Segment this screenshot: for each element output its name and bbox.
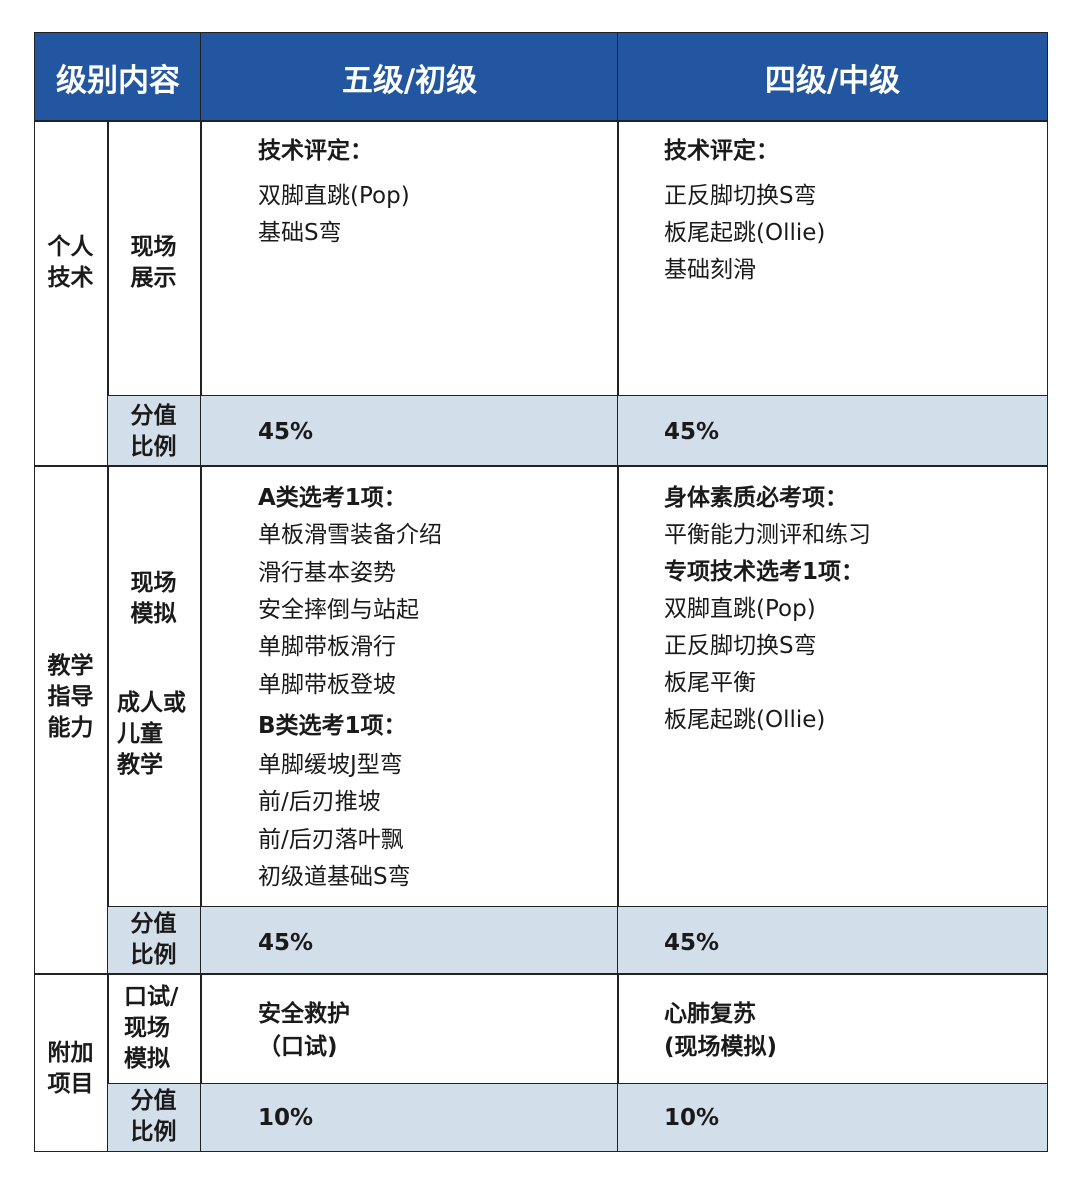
teaching-sub2-label: 成人或 儿童 教学	[117, 690, 186, 778]
extra-label-cell	[34, 973, 109, 1152]
personal-l4-heading: 技术评定：	[664, 138, 779, 164]
list-item: 前/后刃落叶飘	[258, 827, 404, 853]
teaching-l5-score: 45%	[258, 930, 314, 956]
list-item: 正反脚切换S弯	[664, 633, 817, 659]
extra-l5-cell	[200, 973, 619, 1085]
personal-l5-score-cell	[200, 395, 619, 467]
personal-label-cell	[34, 120, 109, 467]
header-level4: 四级/中级	[617, 32, 1048, 122]
extra-l5-score-cell	[200, 1083, 619, 1152]
personal-score-label-cell	[107, 395, 202, 467]
personal-l4-score: 45%	[664, 419, 720, 445]
extra-l4-line1: 心肺复苏	[664, 1001, 756, 1027]
teaching-l4-heading-b: 专项技术选考1项：	[664, 559, 865, 585]
teaching-l5-score-cell	[200, 906, 619, 975]
list-item: 板尾起跳(Ollie)	[664, 220, 826, 246]
extra-score-label-cell	[107, 1083, 202, 1152]
list-item: 初级道基础S弯	[258, 864, 411, 890]
header-level5: 五级/初级	[200, 32, 619, 122]
list-item: 单脚带板登坡	[258, 672, 396, 698]
list-item: 单脚带板滑行	[258, 634, 396, 660]
personal-label: 个人 技术	[47, 234, 94, 291]
list-item: 基础S弯	[258, 220, 342, 246]
extra-l4-cell	[617, 973, 1048, 1085]
extra-label: 附加 项目	[47, 1040, 94, 1097]
teaching-score-label: 分值 比例	[130, 911, 177, 968]
list-item: 双脚直跳(Pop)	[664, 596, 816, 622]
list-item: 正反脚切换S弯	[664, 183, 817, 209]
list-item: 滑行基本姿势	[258, 560, 396, 586]
list-item: 双脚直跳(Pop)	[258, 183, 410, 209]
header-level-content: 级别内容	[34, 32, 202, 122]
extra-sub-label: 口试/ 现场 模拟	[124, 984, 179, 1072]
personal-l5-heading: 技术评定：	[258, 138, 373, 164]
list-item: 安全摔倒与站起	[258, 597, 419, 623]
personal-score-label: 分值 比例	[130, 403, 177, 460]
personal-l4-score-cell	[617, 395, 1048, 467]
extra-l4-line2: (现场模拟)	[664, 1034, 778, 1060]
extra-l5-line2: （口试)	[258, 1034, 338, 1060]
teaching-l5-heading-a: A类选考1项：	[258, 485, 407, 511]
teaching-label: 教学 指导 能力	[47, 653, 94, 741]
list-item: 前/后刃推坡	[258, 789, 381, 815]
list-item: 板尾起跳(Ollie)	[664, 707, 826, 733]
extra-l4-score-cell	[617, 1083, 1048, 1152]
personal-sub-label: 现场 展示	[130, 234, 177, 291]
list-item: 基础刻滑	[664, 257, 756, 283]
extra-l4-score: 10%	[664, 1105, 720, 1131]
teaching-label-cell	[34, 465, 109, 975]
teaching-sub-cell	[107, 465, 202, 908]
teaching-l4-heading-a: 身体素质必考项：	[664, 485, 848, 511]
list-item: 板尾平衡	[664, 670, 756, 696]
teaching-l5-heading-b: B类选考1项：	[258, 713, 407, 739]
teaching-score-label-cell	[107, 906, 202, 975]
extra-l5-score: 10%	[258, 1105, 314, 1131]
list-item: 平衡能力测评和练习	[664, 522, 871, 548]
list-item: 单脚缓坡J型弯	[258, 752, 403, 778]
personal-l5-score: 45%	[258, 419, 314, 445]
teaching-sub1-label: 现场 模拟	[130, 570, 177, 627]
extra-score-label: 分值 比例	[130, 1088, 177, 1145]
extra-l5-line1: 安全救护	[258, 1001, 350, 1027]
list-item: 单板滑雪装备介绍	[258, 522, 442, 548]
teaching-l4-score: 45%	[664, 930, 720, 956]
teaching-l4-score-cell	[617, 906, 1048, 975]
